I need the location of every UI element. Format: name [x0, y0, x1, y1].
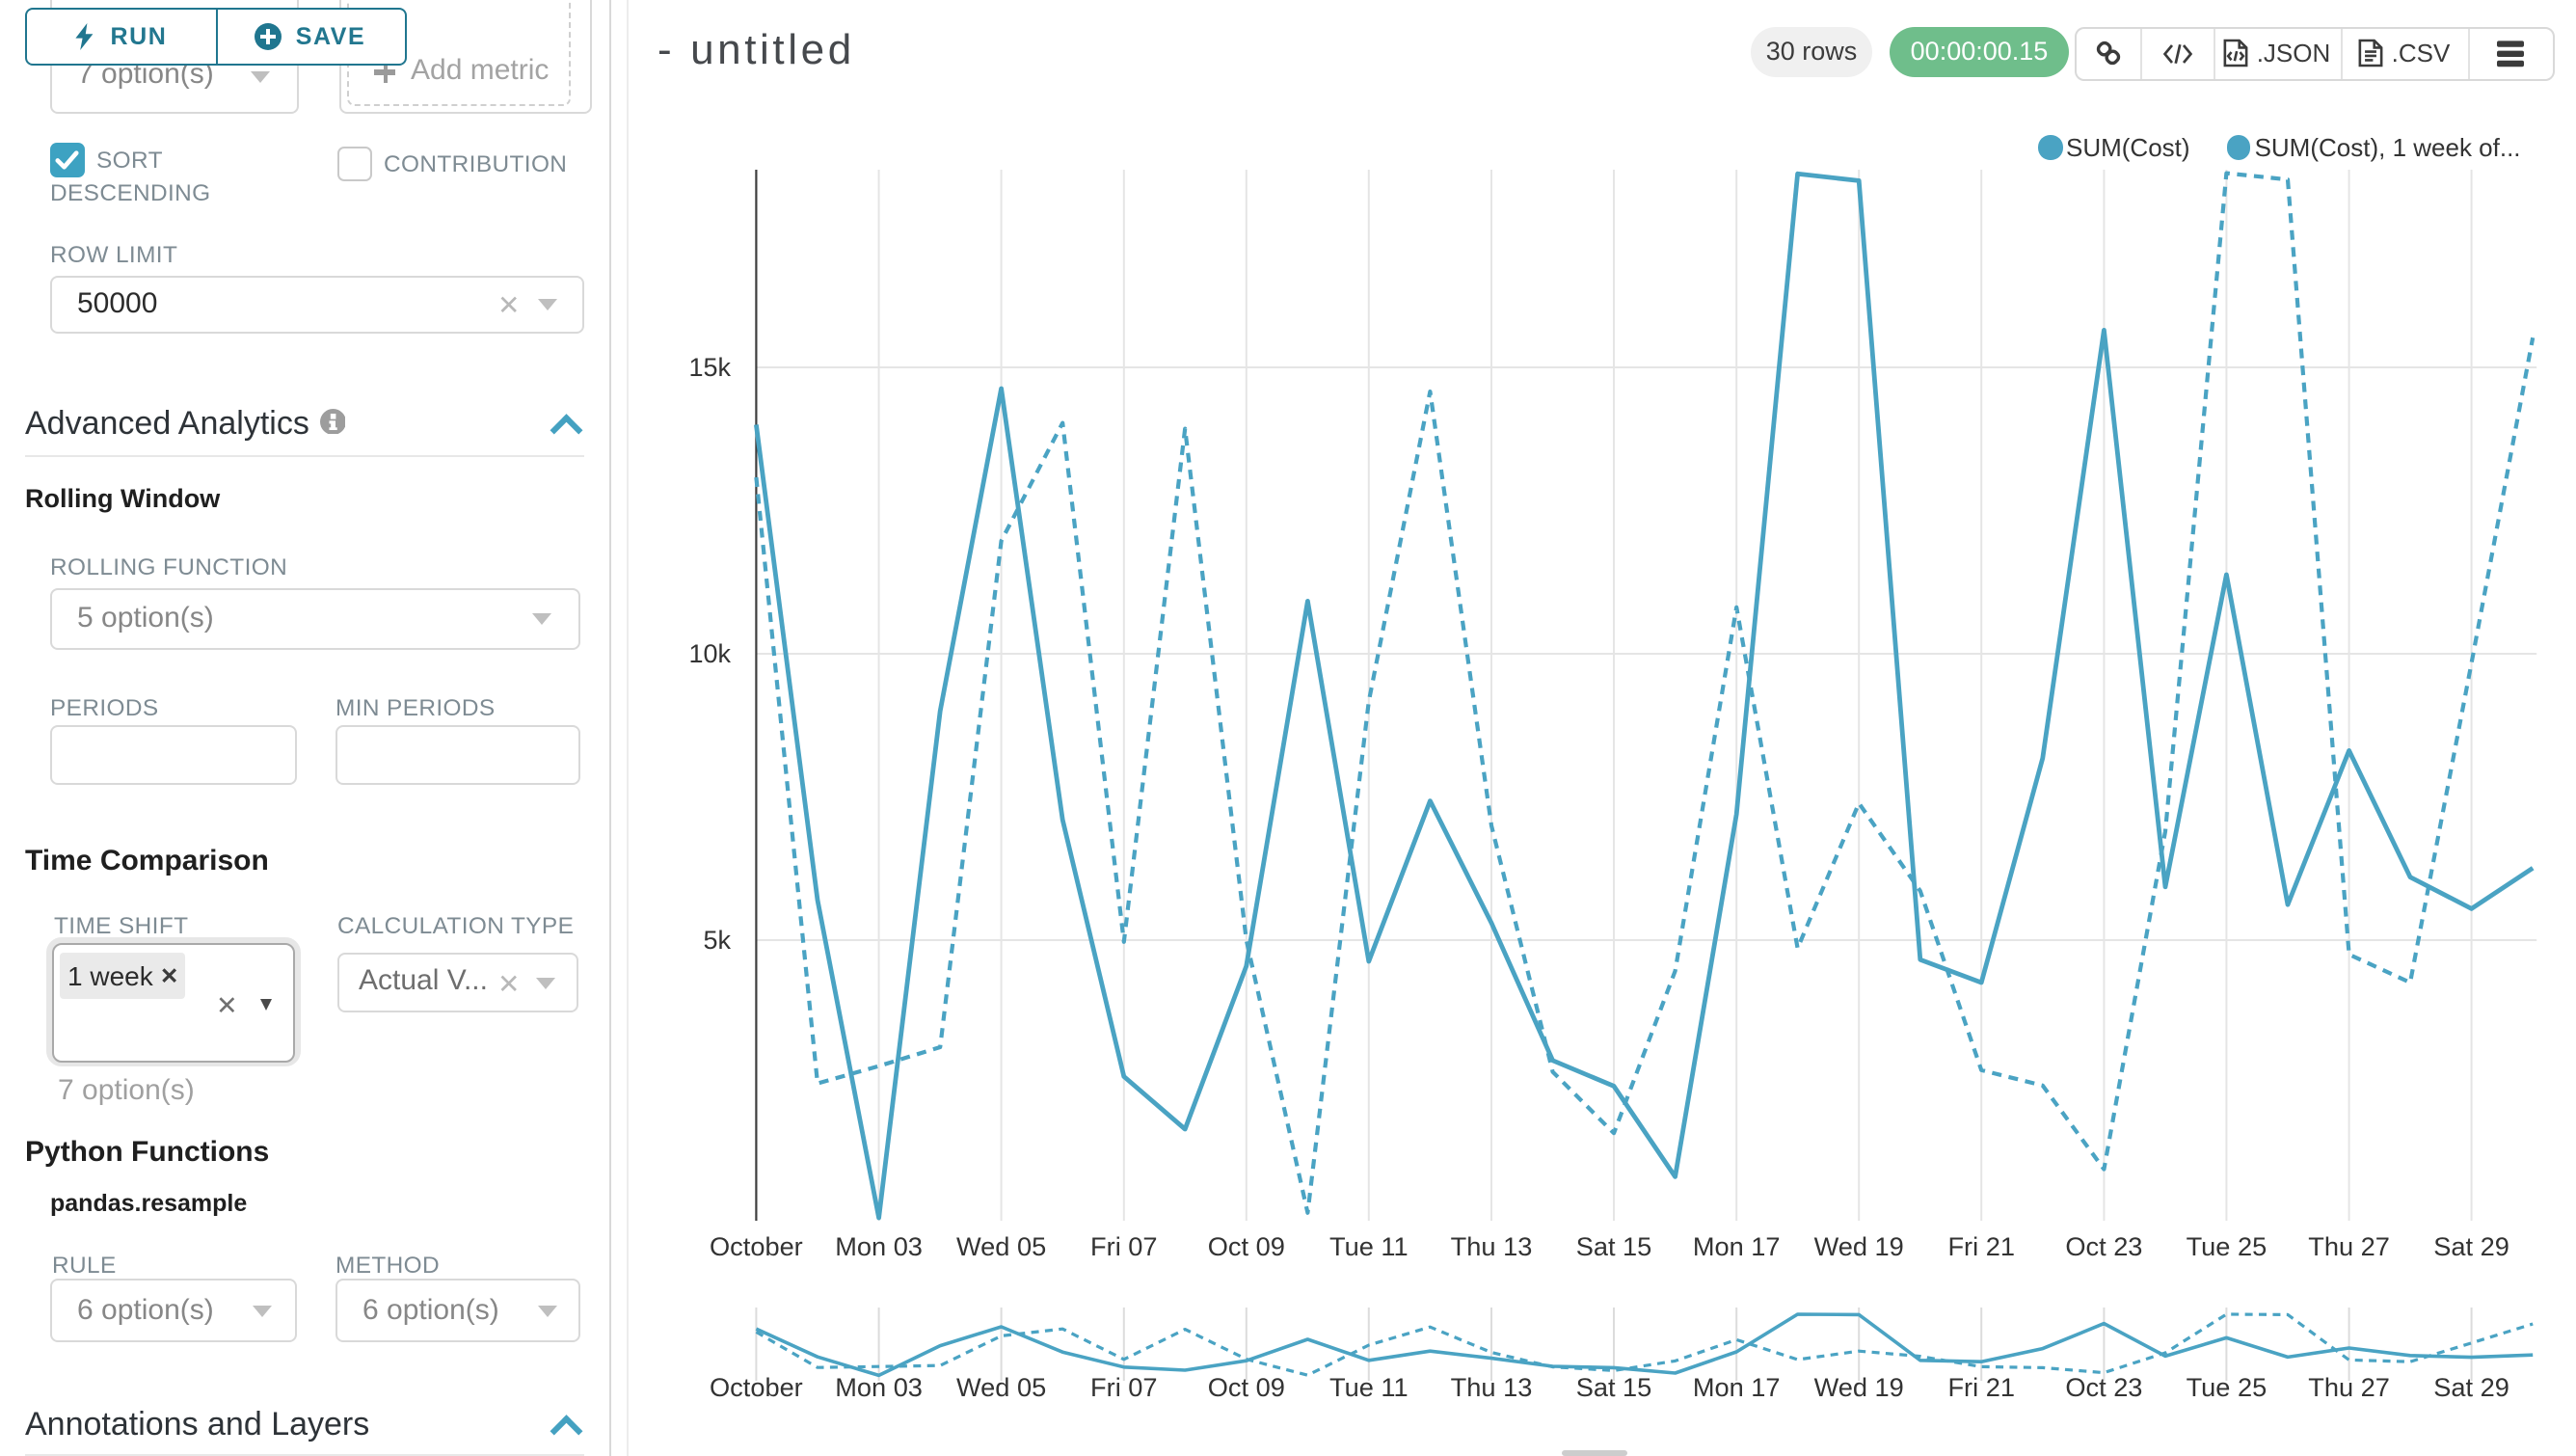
- svg-text:Thu 13: Thu 13: [1451, 1231, 1533, 1261]
- svg-text:Mon 03: Mon 03: [835, 1372, 923, 1402]
- svg-text:Fri 21: Fri 21: [1947, 1231, 2015, 1261]
- svg-text:Thu 13: Thu 13: [1451, 1372, 1533, 1402]
- svg-text:Sat 29: Sat 29: [2433, 1372, 2509, 1402]
- svg-text:October: October: [710, 1372, 803, 1402]
- svg-text:Mon 17: Mon 17: [1693, 1372, 1781, 1402]
- svg-text:Sat 15: Sat 15: [1576, 1372, 1652, 1402]
- svg-text:Thu 27: Thu 27: [2308, 1372, 2390, 1402]
- svg-text:10k: 10k: [688, 639, 731, 668]
- svg-text:Fri 21: Fri 21: [1947, 1372, 2015, 1402]
- svg-text:Wed 19: Wed 19: [1814, 1372, 1904, 1402]
- svg-text:Tue 25: Tue 25: [2187, 1372, 2267, 1402]
- svg-text:Fri 07: Fri 07: [1090, 1231, 1158, 1261]
- svg-text:Fri 07: Fri 07: [1090, 1372, 1158, 1402]
- svg-text:5k: 5k: [703, 926, 731, 955]
- svg-text:Oct 23: Oct 23: [2065, 1231, 2142, 1261]
- svg-text:October: October: [710, 1231, 803, 1261]
- svg-text:Tue 11: Tue 11: [1329, 1372, 1409, 1402]
- svg-text:Wed 05: Wed 05: [956, 1231, 1046, 1261]
- svg-text:Thu 27: Thu 27: [2308, 1231, 2390, 1261]
- svg-text:Mon 17: Mon 17: [1693, 1231, 1781, 1261]
- svg-text:Oct 09: Oct 09: [1208, 1372, 1285, 1402]
- svg-text:Wed 05: Wed 05: [956, 1372, 1046, 1402]
- svg-text:Wed 19: Wed 19: [1814, 1231, 1904, 1261]
- svg-text:Mon 03: Mon 03: [835, 1231, 923, 1261]
- svg-text:Sat 15: Sat 15: [1576, 1231, 1652, 1261]
- svg-text:Oct 23: Oct 23: [2065, 1372, 2142, 1402]
- svg-text:Sat 29: Sat 29: [2433, 1231, 2509, 1261]
- svg-text:Tue 25: Tue 25: [2187, 1231, 2267, 1261]
- svg-text:15k: 15k: [688, 353, 731, 382]
- svg-text:Tue 11: Tue 11: [1329, 1231, 1409, 1261]
- svg-text:Oct 09: Oct 09: [1208, 1231, 1285, 1261]
